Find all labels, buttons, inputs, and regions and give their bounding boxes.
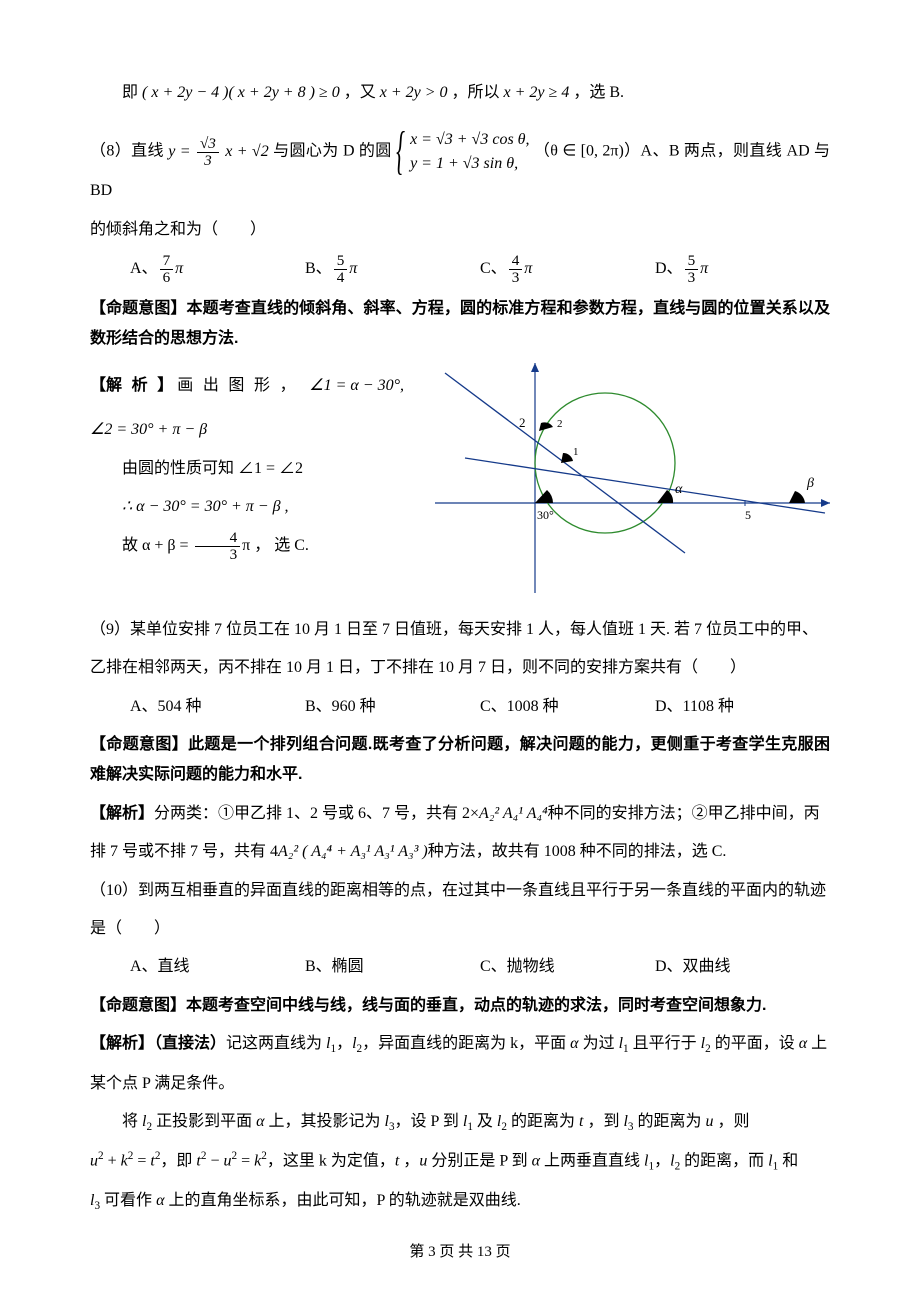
sol-head: 【解析】 画出图形， ∠1 = α − 30°, — [90, 371, 415, 401]
circle-d — [535, 393, 675, 533]
sol-line: 故 α + β = 43π ， 选 C. — [90, 530, 415, 563]
opt-a: A、504 种 — [130, 692, 305, 722]
continuation-line: 即 ( x + 2y − 4 )( x + 2y + 8 ) ≥ 0 ，又 x … — [90, 78, 830, 108]
sys-row: y = 1 + √3 sin θ, — [410, 152, 529, 176]
q8-solution-wrap: 【解析】 画出图形， ∠1 = α − 30°, ∠2 = 30° + π − … — [90, 363, 830, 593]
q10-options: A、直线 B、椭圆 C、抛物线 D、双曲线 — [90, 952, 830, 982]
q9-intent: 【命题意图】此题是一个排列组合问题.既考查了分析问题，解决问题的能力，更侧重于考… — [90, 730, 830, 791]
lbl-2: 2 — [519, 415, 526, 430]
q8-stem-line1: （8）直线 y = √33 x + √2 与圆心为 D 的圆 x = √3 + … — [90, 128, 830, 206]
angle-alpha — [657, 490, 673, 503]
angle-30 — [535, 490, 553, 503]
opt-d: D、双曲线 — [655, 952, 830, 982]
opt-a: A、76π — [130, 253, 305, 286]
opt-c: C、1008 种 — [480, 692, 655, 722]
q10-sol4: l3 可看作 α 上的直角坐标系，由此可知，P 的轨迹就是双曲线. — [90, 1186, 830, 1217]
circle-line-diagram: 2 30° 1 2 α β 5 — [435, 363, 830, 593]
opt-b: B、960 种 — [305, 692, 480, 722]
q10-sol1: 【解析】（直接法）记这两直线为 l1，l2，异面直线的距离为 k，平面 α 为过… — [90, 1029, 830, 1060]
expr: ( x + 2y − 4 )( x + 2y + 8 ) ≥ 0 — [142, 84, 340, 101]
lbl-5: 5 — [745, 508, 751, 522]
angle-2 — [539, 422, 553, 431]
q10-stem1: （10）到两互相垂直的异面直线的距离相等的点，在过其中一条直线且平行于另一条直线… — [90, 876, 830, 906]
q10-stem2: 是（ ） — [90, 914, 830, 944]
line-ad — [445, 373, 685, 553]
q9-stem2: 乙排在相邻两天，丙不排在 10 月 1 日，丁不排在 10 月 7 日，则不同的… — [90, 653, 830, 683]
lbl-alpha: α — [675, 482, 683, 497]
opt-b: B、54π — [305, 253, 480, 286]
q9-sol2: 排 7 号或不排 7 号，共有 4A₂² ( A₄⁴ + A₃¹ A₃¹ A₃³… — [90, 837, 830, 867]
txt: 与圆心为 D 的圆 — [273, 143, 396, 160]
opt-b: B、椭圆 — [305, 952, 480, 982]
opt-d: D、53π — [655, 253, 830, 286]
angle-1 — [561, 453, 573, 463]
sol-line: ∴ α − 30° = 30° + π − β , — [90, 492, 415, 522]
lbl-1s: 1 — [573, 446, 579, 458]
q8-solution-text: 【解析】 画出图形， ∠1 = α − 30°, ∠2 = 30° + π − … — [90, 363, 415, 571]
q8-options: A、76π B、54π C、43π D、53π — [90, 253, 830, 286]
line-eq: y = √33 x + √2 — [168, 143, 273, 160]
q10-intent: 【命题意图】本题考查空间中线与线，线与面的垂直，动点的轨迹的求法，同时考查空间想… — [90, 991, 830, 1021]
x-arrow — [821, 499, 830, 507]
txt: （8）直线 — [90, 143, 168, 160]
q9-options: A、504 种 B、960 种 C、1008 种 D、1108 种 — [90, 692, 830, 722]
cond: x + 2y > 0 — [380, 84, 448, 101]
y-arrow — [531, 363, 539, 372]
q9-sol1: 【解析】分两类：①甲乙排 1、2 号或 6、7 号，共有 2×A₂² A₄¹ A… — [90, 799, 830, 829]
txt: ，选 B. — [573, 84, 624, 101]
opt-a: A、直线 — [130, 952, 305, 982]
q8-diagram: 2 30° 1 2 α β 5 — [435, 363, 830, 593]
line-bd — [465, 458, 825, 513]
q10-sol1b: 某个点 P 满足条件。 — [90, 1069, 830, 1099]
lbl-beta: β — [806, 476, 814, 491]
opt-d: D、1108 种 — [655, 692, 830, 722]
diagram-svg-wrap: 2 30° 1 2 α β 5 — [435, 363, 830, 593]
txt: 即 — [122, 84, 138, 101]
txt: ，又 — [344, 84, 376, 101]
txt: ，所以 — [452, 84, 500, 101]
q9-stem1: （9）某单位安排 7 位员工在 10 月 1 日至 7 日值班，每天安排 1 人… — [90, 615, 830, 645]
sol-line: 由圆的性质可知 ∠1 = ∠2 — [90, 454, 415, 484]
param-system: x = √3 + √3 cos θ, y = 1 + √3 sin θ, — [396, 128, 529, 176]
page-footer: 第 3 页 共 13 页 — [90, 1238, 830, 1267]
sol-line: ∠2 = 30° + π − β — [90, 415, 415, 445]
angle-beta — [789, 491, 805, 503]
q8-intent: 【命题意图】本题考查直线的倾斜角、斜率、方程，圆的标准方程和参数方程，直线与圆的… — [90, 294, 830, 355]
sys-row: x = √3 + √3 cos θ, — [410, 128, 529, 152]
lbl-30: 30° — [537, 508, 554, 522]
q10-sol2: 将 l2 正投影到平面 α 上，其投影记为 l3，设 P 到 l1 及 l2 的… — [90, 1107, 830, 1138]
opt-c: C、43π — [480, 253, 655, 286]
lbl-2s: 2 — [557, 418, 563, 430]
q8-stem-line2: 的倾斜角之和为（ ） — [90, 215, 830, 245]
res: x + 2y ≥ 4 — [504, 84, 570, 101]
opt-c: C、抛物线 — [480, 952, 655, 982]
q10-sol3: u2 + k2 = t2，即 t2 − u2 = k2，这里 k 为定值，t ，… — [90, 1146, 830, 1178]
